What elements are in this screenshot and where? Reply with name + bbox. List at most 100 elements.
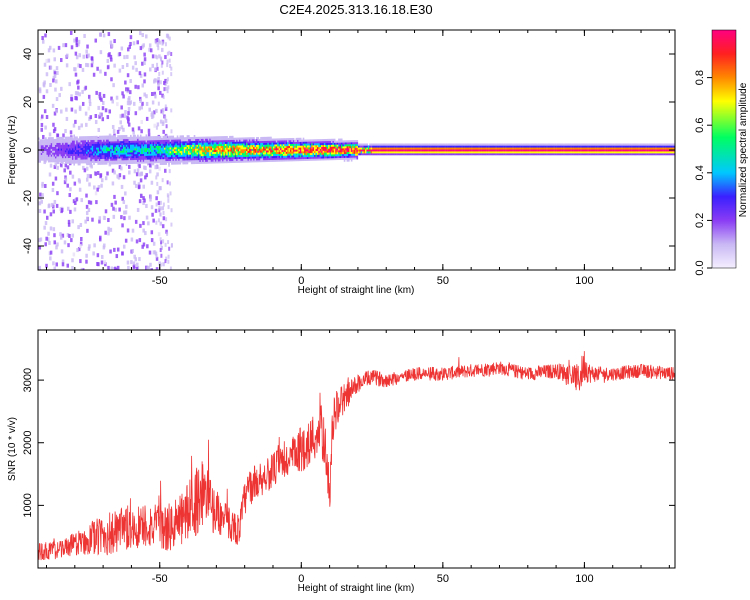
heatmap-cell xyxy=(608,151,611,154)
heatmap-cell xyxy=(386,147,388,150)
heatmap-cell xyxy=(158,71,161,76)
heatmap-cell xyxy=(287,145,289,148)
heatmap-cell xyxy=(162,149,165,152)
heatmap-cell xyxy=(155,151,158,154)
heatmap-cell xyxy=(203,148,206,151)
heatmap-cell xyxy=(619,153,622,156)
heatmap-cell xyxy=(278,147,281,151)
heatmap-cell xyxy=(287,159,289,162)
heatmap-cell xyxy=(336,148,339,151)
heatmap-cell xyxy=(111,160,114,163)
heatmap-cell xyxy=(376,145,378,148)
heatmap-cell xyxy=(625,149,628,152)
heatmap-cell xyxy=(287,153,289,156)
heatmap-cell xyxy=(248,158,251,161)
heatmap-cell xyxy=(66,144,68,147)
heatmap-cell xyxy=(298,155,301,158)
heatmap-cell xyxy=(159,139,162,142)
heatmap-cell xyxy=(100,156,102,160)
heatmap-cell xyxy=(631,147,633,150)
heatmap-cell xyxy=(144,142,146,145)
heatmap-cell xyxy=(130,148,132,151)
heatmap-cell xyxy=(625,147,628,150)
heatmap-cell xyxy=(505,145,507,148)
heatmap-cell xyxy=(466,145,469,148)
heatmap-cell xyxy=(549,145,551,148)
heatmap-cell xyxy=(161,149,163,152)
heatmap-cell xyxy=(109,249,112,254)
heatmap-cell xyxy=(524,147,527,150)
heatmap-cell xyxy=(415,153,418,156)
heatmap-cell xyxy=(479,143,482,146)
heatmap-cell xyxy=(161,141,163,144)
heatmap-cell xyxy=(139,161,142,164)
heatmap-cell xyxy=(59,136,61,140)
heatmap-cell xyxy=(496,143,499,146)
heatmap-cell xyxy=(158,160,160,164)
heatmap-cell xyxy=(458,153,461,156)
heatmap-cell xyxy=(193,148,196,151)
heatmap-cell xyxy=(338,144,340,147)
heatmap-cell xyxy=(473,145,476,148)
heatmap-cell xyxy=(118,135,121,138)
heatmap-cell xyxy=(138,146,141,149)
heatmap-cell xyxy=(289,157,292,160)
heatmap-cell xyxy=(80,123,83,128)
heatmap-cell xyxy=(437,147,439,150)
heatmap-cell xyxy=(77,157,80,160)
heatmap-cell xyxy=(130,154,132,157)
heatmap-cell xyxy=(633,151,636,154)
heatmap-cell xyxy=(212,136,214,139)
heatmap-cell xyxy=(135,138,138,141)
heatmap-cell xyxy=(130,144,132,147)
heatmap-cell xyxy=(79,155,81,158)
heatmap-cell xyxy=(352,145,354,149)
heatmap-cell xyxy=(205,136,207,139)
heatmap-cell xyxy=(163,149,166,152)
heatmap-cell xyxy=(42,146,44,150)
heatmap-cell xyxy=(64,140,67,143)
heatmap-cell xyxy=(87,162,90,166)
heatmap-cell xyxy=(159,135,162,139)
heatmap-cell xyxy=(396,147,398,150)
heatmap-cell xyxy=(260,140,262,143)
heatmap-cell xyxy=(111,150,114,153)
heatmap-cell xyxy=(102,93,106,98)
heatmap-cell xyxy=(452,143,455,146)
heatmap-cell xyxy=(451,149,453,152)
heatmap-cell xyxy=(423,143,425,146)
heatmap-cell xyxy=(168,162,170,165)
heatmap-cell xyxy=(236,151,238,154)
heatmap-cell xyxy=(455,143,458,146)
heatmap-cell xyxy=(79,147,81,151)
heatmap-cell xyxy=(241,152,244,156)
heatmap-cell xyxy=(247,160,250,163)
heatmap-cell xyxy=(87,207,91,212)
heatmap-cell xyxy=(199,157,201,161)
heatmap-cell xyxy=(137,85,140,90)
heatmap-cell xyxy=(318,139,320,142)
heatmap-cell xyxy=(205,142,207,145)
heatmap-cell xyxy=(54,162,58,167)
heatmap-cell xyxy=(209,146,211,149)
heatmap-cell xyxy=(149,140,152,143)
heatmap-cell xyxy=(180,158,183,161)
heatmap-cell xyxy=(84,85,88,90)
heatmap-cell xyxy=(152,141,155,145)
heatmap-cell xyxy=(285,143,288,147)
heatmap-cell xyxy=(77,225,80,230)
heatmap-cell xyxy=(129,79,132,84)
heatmap-cell xyxy=(80,153,83,156)
heatmap-cell xyxy=(141,144,143,147)
heatmap-cell xyxy=(91,159,94,162)
heatmap-cell xyxy=(186,142,189,146)
heatmap-cell xyxy=(628,143,630,146)
heatmap-cell xyxy=(111,154,114,157)
heatmap-cell xyxy=(168,145,170,148)
heatmap-cell xyxy=(143,61,146,66)
heatmap-cell xyxy=(161,137,163,141)
heatmap-cell xyxy=(67,159,70,162)
heatmap-cell xyxy=(94,171,97,176)
heatmap-cell xyxy=(66,148,68,151)
heatmap-cell xyxy=(67,219,71,224)
